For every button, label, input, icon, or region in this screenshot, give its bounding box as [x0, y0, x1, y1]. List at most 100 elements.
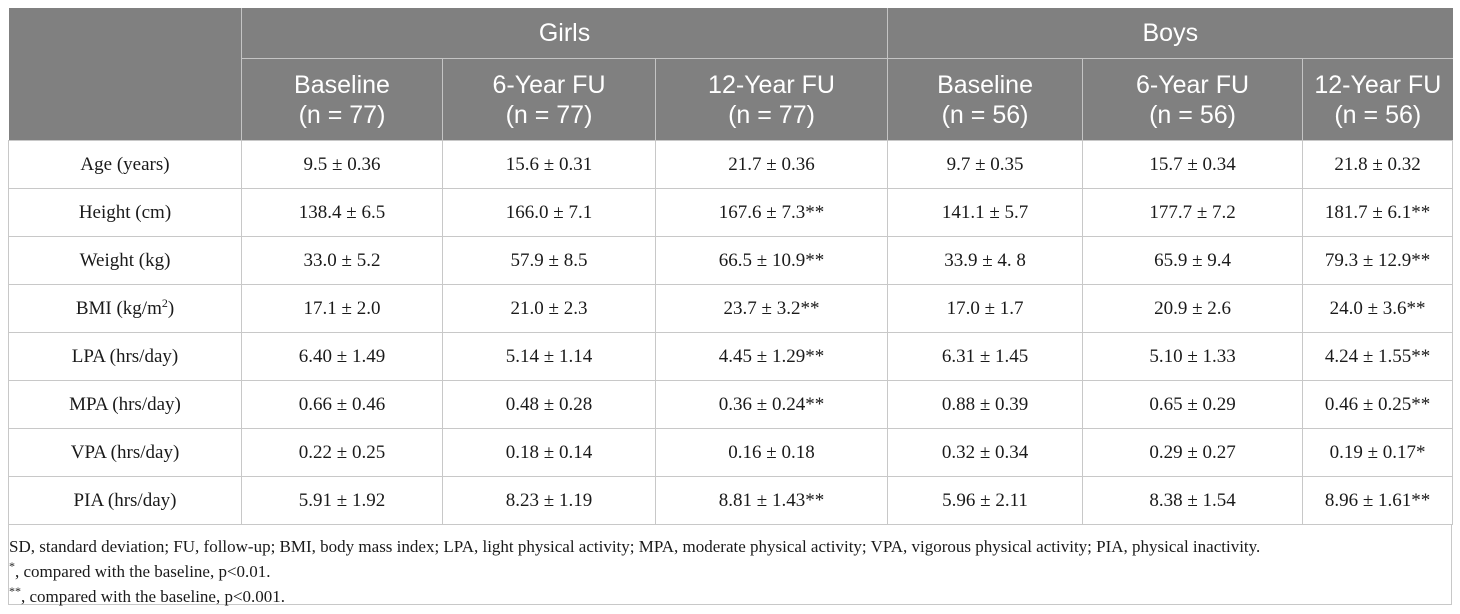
- table-cell: 4.45 ± 1.29**: [654, 332, 888, 381]
- table-cell: 23.7 ± 3.2**: [654, 284, 888, 333]
- table-cell: 4.24 ± 1.55**: [1302, 332, 1454, 381]
- footnote-text: , compared with the baseline, p<0.01.: [15, 562, 271, 581]
- header-label: 6-Year FU: [1136, 70, 1250, 99]
- row-label: LPA (hrs/day): [8, 332, 242, 381]
- table-cell: 0.46 ± 0.25**: [1302, 380, 1454, 429]
- table-cell: 5.96 ± 2.11: [887, 476, 1083, 525]
- table-row: Weight (kg) 33.0 ± 5.2 57.9 ± 8.5 66.5 ±…: [8, 236, 1454, 285]
- header-sample-size: (n = 56): [941, 100, 1029, 129]
- table-cell: 8.81 ± 1.43**: [654, 476, 888, 525]
- table-cell: 24.0 ± 3.6**: [1302, 284, 1454, 333]
- header-sample-size: (n = 77): [728, 100, 815, 129]
- table-cell: 15.7 ± 0.34: [1082, 140, 1303, 189]
- table-cell: 0.36 ± 0.24**: [654, 380, 888, 429]
- table-cell: 5.91 ± 1.92: [241, 476, 443, 525]
- table-cell: 21.7 ± 0.36: [654, 140, 888, 189]
- header-label: Baseline: [937, 70, 1033, 99]
- table-cell: 17.1 ± 2.0: [241, 284, 443, 333]
- footnote-text: , compared with the baseline, p<0.001.: [21, 587, 286, 606]
- table-cell: 167.6 ± 7.3**: [654, 188, 888, 237]
- table-row: MPA (hrs/day) 0.66 ± 0.46 0.48 ± 0.28 0.…: [8, 380, 1454, 429]
- table-cell: 5.14 ± 1.14: [442, 332, 656, 381]
- header-sample-size: (n = 56): [1334, 100, 1422, 129]
- row-label-end: ): [167, 297, 175, 319]
- row-label: Height (cm): [8, 188, 242, 237]
- table-body: Age (years) 9.5 ± 0.36 15.6 ± 0.31 21.7 …: [8, 140, 1454, 525]
- header-sample-size: (n = 56): [1149, 100, 1236, 129]
- table-cell: 0.88 ± 0.39: [887, 380, 1083, 429]
- footnote-mark: **: [9, 584, 21, 598]
- table-cell: 0.32 ± 0.34: [887, 428, 1083, 477]
- table-row: BMI (kg/m2) 17.1 ± 2.0 21.0 ± 2.3 23.7 ±…: [8, 284, 1454, 333]
- header-girls-baseline: Baseline (n = 77): [241, 58, 443, 141]
- row-label: Age (years): [8, 140, 242, 189]
- table-row: VPA (hrs/day) 0.22 ± 0.25 0.18 ± 0.14 0.…: [8, 428, 1454, 477]
- table-cell: 9.7 ± 0.35: [887, 140, 1083, 189]
- table-cell: 141.1 ± 5.7: [887, 188, 1083, 237]
- table-row: LPA (hrs/day) 6.40 ± 1.49 5.14 ± 1.14 4.…: [8, 332, 1454, 381]
- table-cell: 0.29 ± 0.27: [1082, 428, 1303, 477]
- row-label: MPA (hrs/day): [8, 380, 242, 429]
- table-cell: 8.96 ± 1.61**: [1302, 476, 1454, 525]
- table-cell: 0.22 ± 0.25: [241, 428, 443, 477]
- table-cell: 8.23 ± 1.19: [442, 476, 656, 525]
- table-row: Height (cm) 138.4 ± 6.5 166.0 ± 7.1 167.…: [8, 188, 1454, 237]
- header-label: 12-Year FU: [708, 70, 835, 99]
- table-cell: 65.9 ± 9.4: [1082, 236, 1303, 285]
- table-cell: 6.31 ± 1.45: [887, 332, 1083, 381]
- table-row: PIA (hrs/day) 5.91 ± 1.92 8.23 ± 1.19 8.…: [8, 476, 1454, 525]
- table-cell: 6.40 ± 1.49: [241, 332, 443, 381]
- table-cell: 5.10 ± 1.33: [1082, 332, 1303, 381]
- row-label-text: BMI (kg/m: [75, 297, 162, 319]
- table-cell: 166.0 ± 7.1: [442, 188, 656, 237]
- row-label: PIA (hrs/day): [8, 476, 242, 525]
- table-footnotes: SD, standard deviation; FU, follow-up; B…: [8, 525, 1452, 606]
- header-group-row: Girls Boys: [8, 8, 1453, 141]
- table-cell: 79.3 ± 12.9**: [1302, 236, 1454, 285]
- data-table-container: Girls Boys Baseline (n = 77) 6-Year FU (n …: [8, 8, 1454, 606]
- table-cell: 66.5 ± 10.9**: [654, 236, 888, 285]
- table-cell: 8.38 ± 1.54: [1082, 476, 1303, 525]
- table-cell: 57.9 ± 8.5: [442, 236, 656, 285]
- data-table: Girls Boys Baseline (n = 77) 6-Year FU (n …: [8, 8, 1454, 525]
- row-label-superscript: 2: [161, 295, 168, 310]
- header-group-boys: Boys: [887, 8, 1453, 59]
- header-label: 6-Year FU: [492, 70, 606, 99]
- table-cell: 181.7 ± 6.1**: [1302, 188, 1454, 237]
- table-cell: 177.7 ± 7.2: [1082, 188, 1303, 237]
- table-cell: 0.48 ± 0.28: [442, 380, 656, 429]
- header-boys-baseline: Baseline (n = 56): [887, 58, 1083, 141]
- table-cell: 0.65 ± 0.29: [1082, 380, 1303, 429]
- footnote-significance-2: **, compared with the baseline, p<0.001.: [9, 584, 1451, 609]
- header-label: 12-Year FU: [1314, 70, 1442, 99]
- table-cell: 21.8 ± 0.32: [1302, 140, 1454, 189]
- table-cell: 17.0 ± 1.7: [887, 284, 1083, 333]
- table-cell: 9.5 ± 0.36: [241, 140, 443, 189]
- table-cell: 0.66 ± 0.46: [241, 380, 443, 429]
- row-label: Weight (kg): [8, 236, 242, 285]
- footnote-abbreviations: SD, standard deviation; FU, follow-up; B…: [9, 537, 1261, 556]
- header-sample-size: (n = 77): [505, 100, 593, 129]
- header-girls-12yr: 12-Year FU (n = 77): [654, 58, 888, 141]
- table-cell: 33.0 ± 5.2: [241, 236, 443, 285]
- header-boys-6yr: 6-Year FU (n = 56): [1082, 58, 1303, 141]
- table-cell: 0.18 ± 0.14: [442, 428, 656, 477]
- header-girls-6yr: 6-Year FU (n = 77): [442, 58, 656, 141]
- row-label: VPA (hrs/day): [8, 428, 242, 477]
- table-cell: 138.4 ± 6.5: [241, 188, 443, 237]
- table-cell: 21.0 ± 2.3: [442, 284, 656, 333]
- table-header: Girls Boys Baseline (n = 77) 6-Year FU (n …: [8, 8, 1453, 141]
- table-cell: 0.19 ± 0.17*: [1302, 428, 1454, 477]
- header-corner-cell: [8, 8, 242, 141]
- table-cell: 0.16 ± 0.18: [654, 428, 888, 477]
- row-label: BMI (kg/m2): [8, 284, 242, 333]
- table-row: Age (years) 9.5 ± 0.36 15.6 ± 0.31 21.7 …: [8, 140, 1454, 189]
- table-cell: 15.6 ± 0.31: [442, 140, 656, 189]
- footnote-mark: *: [9, 559, 15, 573]
- header-group-girls: Girls: [240, 8, 888, 59]
- header-label: Baseline: [294, 70, 390, 99]
- header-boys-12yr: 12-Year FU (n = 56): [1302, 58, 1453, 141]
- header-sample-size: (n = 77): [298, 100, 386, 129]
- header-column-row: Baseline (n = 77) 6-Year FU (n = 77) 12-Ye…: [9, 58, 1453, 141]
- table-cell: 33.9 ± 4. 8: [887, 236, 1083, 285]
